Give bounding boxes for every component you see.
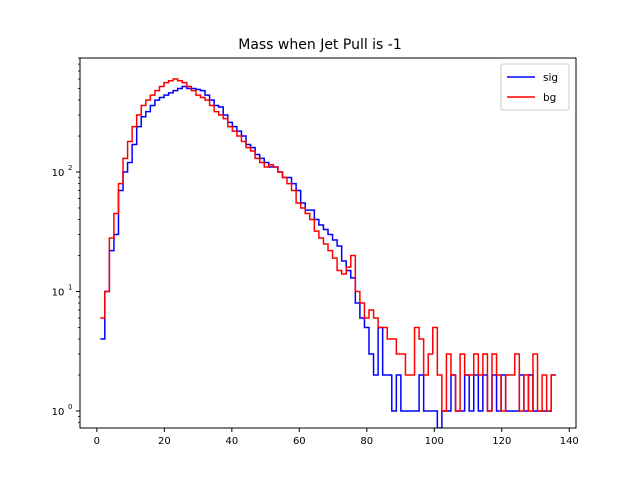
y-tick-label: 10 [52,287,65,298]
x-tick-label: 0 [94,436,100,447]
x-tick-label: 100 [425,436,444,447]
x-tick-label: 20 [158,436,171,447]
y-tick-exponent: 2 [68,164,72,172]
legend: sig bg [500,63,570,111]
x-tick-label: 140 [560,436,579,447]
legend-label-bg: bg [543,92,556,104]
x-axis: 0 20 40 60 80 100 120 140 [94,428,579,447]
series-sig-line [100,85,556,429]
legend-box [500,63,570,111]
plot-frame [79,57,577,429]
x-tick-label: 60 [293,436,306,447]
legend-label-sig: sig [543,72,558,84]
series-bg-line [100,78,556,412]
y-tick-exponent: 0 [68,403,72,411]
x-tick-label: 80 [360,436,373,447]
y-tick-label: 10 [52,407,65,418]
x-tick-label: 120 [492,436,511,447]
chart-title: Mass when Jet Pull is -1 [238,37,402,53]
x-tick-label: 40 [225,436,238,447]
y-tick-label: 10 [52,168,65,179]
bottom-mask [0,428,640,480]
plot-area [80,58,576,428]
y-tick-exponent: 1 [68,283,72,291]
series-layer [100,78,556,429]
